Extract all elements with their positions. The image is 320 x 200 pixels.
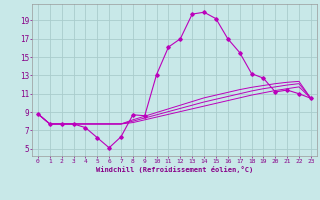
X-axis label: Windchill (Refroidissement éolien,°C): Windchill (Refroidissement éolien,°C) <box>96 166 253 173</box>
